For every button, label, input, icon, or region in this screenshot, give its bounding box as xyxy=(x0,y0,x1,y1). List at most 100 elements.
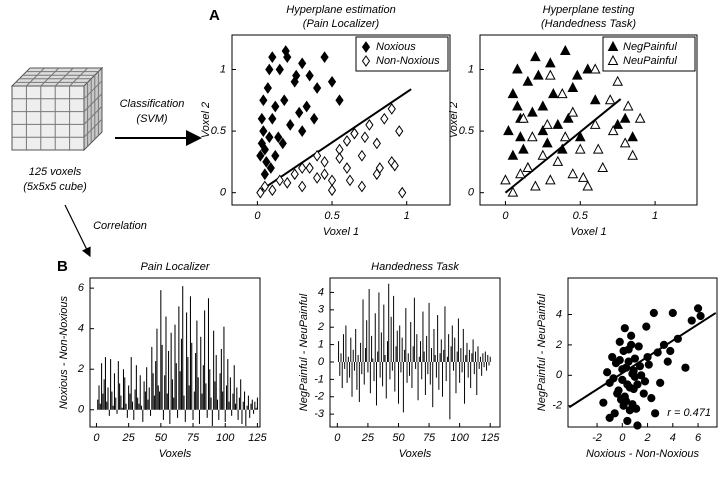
bar xyxy=(192,409,194,420)
bar xyxy=(195,353,197,410)
bar xyxy=(255,407,257,410)
bar xyxy=(482,353,484,362)
bar xyxy=(453,361,455,371)
bar xyxy=(465,355,467,362)
point xyxy=(398,186,407,199)
fit-line xyxy=(568,312,717,409)
point xyxy=(522,75,534,86)
point xyxy=(612,118,624,129)
bar xyxy=(450,346,452,362)
bar xyxy=(434,355,436,362)
panel-letter: A xyxy=(209,7,220,24)
point xyxy=(640,377,650,386)
point xyxy=(622,100,634,111)
bar xyxy=(487,355,489,362)
point xyxy=(562,112,574,123)
bar xyxy=(344,361,346,369)
bar xyxy=(395,346,397,362)
bar xyxy=(345,325,347,362)
point xyxy=(507,186,519,197)
point xyxy=(357,180,367,193)
point xyxy=(639,389,648,398)
bar xyxy=(110,359,112,410)
bar xyxy=(204,310,206,410)
bar xyxy=(341,361,343,389)
bar xyxy=(338,341,340,362)
bar xyxy=(435,361,437,378)
bar xyxy=(429,361,431,385)
x-axis-label: Voxels xyxy=(159,448,192,460)
x-axis-label: Voxels xyxy=(399,448,432,460)
bar xyxy=(363,361,365,385)
bar xyxy=(420,341,421,362)
plot-area xyxy=(338,283,491,420)
fit-line xyxy=(256,88,412,194)
point xyxy=(542,118,553,129)
point xyxy=(265,131,274,144)
bar xyxy=(191,342,193,410)
point xyxy=(567,81,579,92)
x-tick-label: 1 xyxy=(404,210,410,222)
point xyxy=(623,380,632,389)
point xyxy=(518,143,529,154)
bar xyxy=(411,361,413,389)
x-tick-label: 6 xyxy=(695,432,702,444)
bar xyxy=(206,409,208,418)
x-tick-label: 25 xyxy=(122,432,136,444)
point xyxy=(619,112,631,123)
y-tick-label: 0 xyxy=(556,369,563,381)
bar xyxy=(209,369,211,410)
point xyxy=(574,143,586,154)
bar xyxy=(146,367,148,410)
point xyxy=(263,82,272,94)
point xyxy=(298,125,307,137)
bar xyxy=(394,361,396,392)
point xyxy=(574,131,586,142)
bar xyxy=(223,326,225,410)
bar xyxy=(138,403,140,410)
point xyxy=(603,368,612,377)
bar xyxy=(213,330,215,410)
arrow xyxy=(64,204,91,258)
x-tick-label: 0 xyxy=(502,210,509,222)
cube-grid xyxy=(26,67,45,87)
point xyxy=(274,131,283,144)
bar xyxy=(360,342,362,362)
point xyxy=(613,389,622,398)
y-tick-label: 1 xyxy=(220,63,226,75)
bar xyxy=(455,361,457,394)
bar xyxy=(256,397,258,410)
bar xyxy=(369,361,371,394)
point xyxy=(629,384,638,394)
point xyxy=(668,308,677,318)
bar xyxy=(246,405,248,410)
point xyxy=(275,174,284,187)
bar xyxy=(432,361,434,408)
x-tick-label: 125 xyxy=(481,432,500,444)
point xyxy=(556,88,568,99)
bar xyxy=(339,361,341,376)
point xyxy=(283,176,292,189)
point xyxy=(537,100,549,111)
bar xyxy=(211,409,213,426)
bar xyxy=(396,330,398,362)
bar xyxy=(407,353,409,362)
bar xyxy=(120,395,122,410)
bar xyxy=(202,365,204,410)
point xyxy=(260,168,269,181)
bar xyxy=(340,353,342,362)
bar xyxy=(448,334,450,362)
y-tick-label: 2 xyxy=(317,321,324,333)
cube-grid xyxy=(83,106,103,125)
y-tick-label: 4 xyxy=(78,323,84,335)
legend-box xyxy=(602,36,696,72)
bar xyxy=(375,361,377,406)
point xyxy=(548,88,559,99)
point xyxy=(345,174,355,187)
point xyxy=(556,143,568,154)
bar xyxy=(108,409,110,416)
x-tick-label: 0 xyxy=(334,432,341,444)
bar xyxy=(188,385,190,410)
bar xyxy=(483,361,485,368)
bar xyxy=(198,409,200,424)
